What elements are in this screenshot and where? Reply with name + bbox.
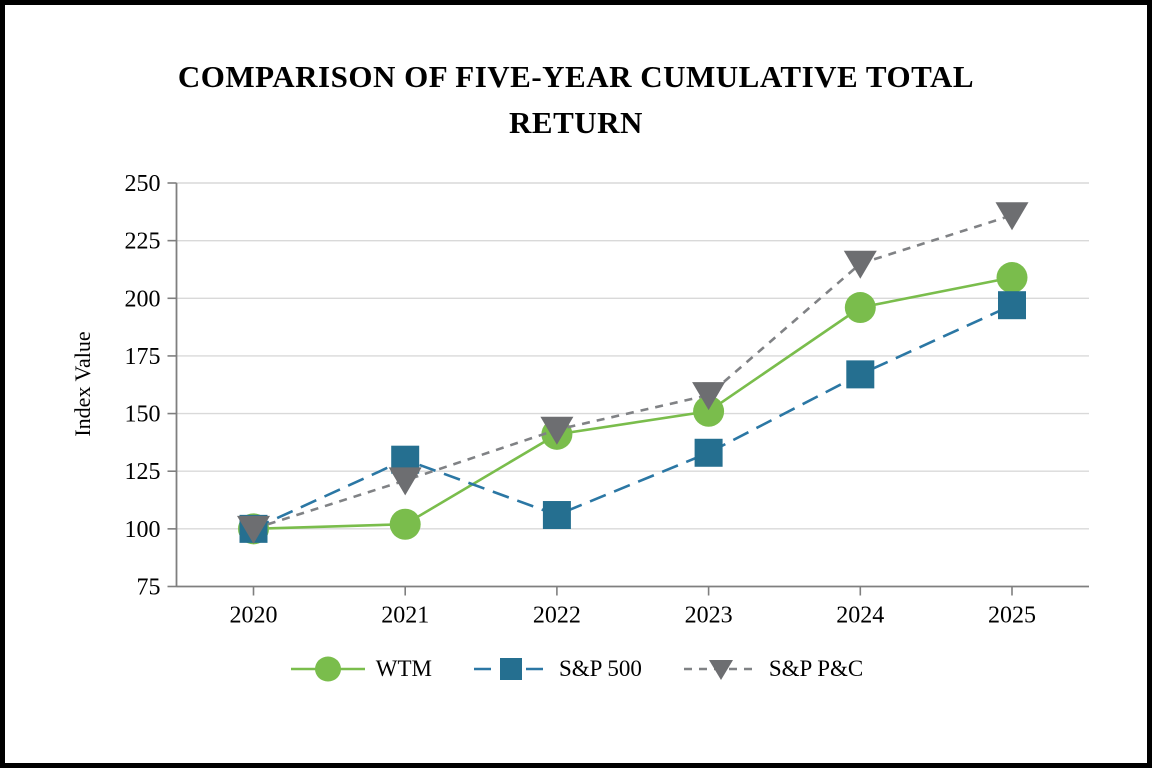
marker-circle xyxy=(996,262,1028,294)
x-tick-label: 2023 xyxy=(685,603,733,629)
marker-circle xyxy=(693,395,725,427)
y-tick-label: 100 xyxy=(125,517,161,543)
series-line-0 xyxy=(253,276,1013,531)
marker-triangle-down xyxy=(843,250,877,279)
legend-item-wtm: WTM xyxy=(289,652,432,686)
series-line-1 xyxy=(252,304,1013,531)
series-line-2 xyxy=(253,214,1013,531)
sp500-line-square-icon xyxy=(473,658,548,680)
legend-label-sp500: S&P 500 xyxy=(558,656,642,681)
data-series xyxy=(237,202,1029,545)
legend-label-wtm: WTM xyxy=(375,656,432,681)
marker-square xyxy=(846,360,875,389)
axes: 75 100 125 150 175 200 225 250 2020 2021 2022 2023 2… xyxy=(125,171,1089,629)
x-tick-label: 2024 xyxy=(836,603,884,629)
marker-triangle-down xyxy=(388,467,422,496)
sppc-line-triangle-icon xyxy=(683,660,758,680)
x-tick-label: 2025 xyxy=(988,603,1036,629)
y-tick-label: 225 xyxy=(125,229,161,255)
marker-square xyxy=(998,291,1026,320)
marker-triangle-down xyxy=(540,416,574,445)
marker-triangle-down xyxy=(237,515,270,544)
legend-item-sppc: S&P P&C xyxy=(682,652,863,686)
y-tick-label: 175 xyxy=(125,344,161,370)
marker-circle xyxy=(844,292,876,324)
marker-triangle-down xyxy=(995,202,1029,231)
chart-legend: WTM S&P 500 S&P P&C xyxy=(0,652,1152,686)
y-tick-label: 75 xyxy=(137,575,161,601)
y-tick-label: 150 xyxy=(125,402,161,428)
chart-title: COMPARISON OF FIVE-YEAR CUMULATIVE TOTAL… xyxy=(177,59,975,140)
y-tick-label: 250 xyxy=(125,171,161,197)
x-tick-label: 2020 xyxy=(230,603,278,629)
marker-triangle-down xyxy=(692,382,726,411)
marker-square xyxy=(694,438,723,467)
legend-label-sppc: S&P P&C xyxy=(768,656,864,681)
x-tick-label: 2021 xyxy=(381,603,429,629)
y-tick-label: 200 xyxy=(125,286,161,312)
y-axis-title: Index Value xyxy=(70,331,95,436)
legend-item-sp500: S&P 500 xyxy=(472,652,642,686)
x-tick-label: 2022 xyxy=(533,603,581,629)
wtm-line-circle-icon xyxy=(290,656,365,682)
y-tick-label: 125 xyxy=(125,459,161,485)
marker-square xyxy=(542,501,571,530)
marker-circle xyxy=(389,508,421,540)
